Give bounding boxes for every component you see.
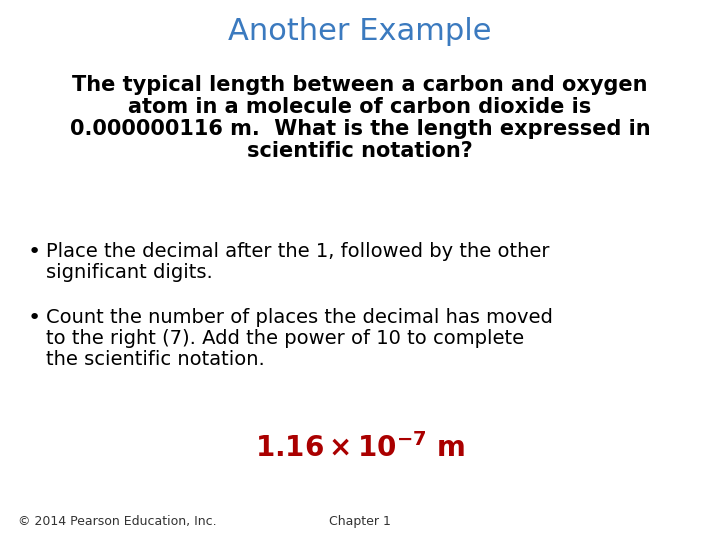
Text: Count the number of places the decimal has moved: Count the number of places the decimal h… xyxy=(46,308,553,327)
Text: •: • xyxy=(28,242,41,262)
Text: the scientific notation.: the scientific notation. xyxy=(46,350,265,369)
Text: scientific notation?: scientific notation? xyxy=(247,141,473,161)
Text: significant digits.: significant digits. xyxy=(46,263,212,282)
Text: The typical length between a carbon and oxygen: The typical length between a carbon and … xyxy=(72,75,648,95)
Text: to the right (7). Add the power of 10 to complete: to the right (7). Add the power of 10 to… xyxy=(46,329,524,348)
Text: $\mathbf{1.16 \times 10^{-7}\ m}$: $\mathbf{1.16 \times 10^{-7}\ m}$ xyxy=(255,433,465,463)
Text: 0.000000116 m.  What is the length expressed in: 0.000000116 m. What is the length expres… xyxy=(70,119,650,139)
Text: © 2014 Pearson Education, Inc.: © 2014 Pearson Education, Inc. xyxy=(18,515,217,528)
Text: Chapter 1: Chapter 1 xyxy=(329,515,391,528)
Text: Place the decimal after the 1, followed by the other: Place the decimal after the 1, followed … xyxy=(46,242,549,261)
Text: atom in a molecule of carbon dioxide is: atom in a molecule of carbon dioxide is xyxy=(128,97,592,117)
Text: Another Example: Another Example xyxy=(228,17,492,46)
Text: •: • xyxy=(28,308,41,328)
